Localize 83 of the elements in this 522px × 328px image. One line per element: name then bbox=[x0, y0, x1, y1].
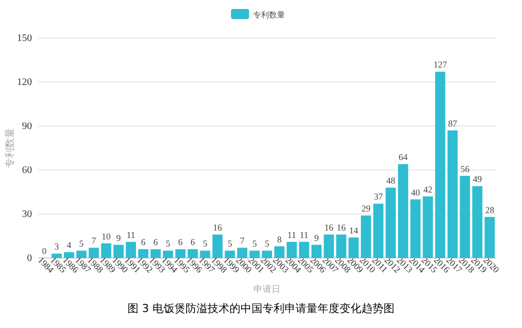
data-label: 29 bbox=[361, 203, 371, 214]
y-tick-label: 60 bbox=[22, 165, 32, 176]
data-label: 127 bbox=[433, 60, 448, 70]
bar bbox=[435, 72, 446, 258]
x-axis-title: 申请日 bbox=[254, 284, 280, 295]
bar bbox=[262, 250, 272, 258]
y-tick-label: 90 bbox=[22, 121, 32, 132]
data-label: 3 bbox=[54, 242, 60, 252]
data-label: 5 bbox=[202, 238, 208, 249]
bar bbox=[250, 250, 260, 258]
bar bbox=[188, 249, 198, 258]
bar bbox=[299, 242, 310, 258]
bar bbox=[162, 250, 174, 258]
bar bbox=[150, 249, 161, 258]
y-tick-label: 0 bbox=[27, 253, 32, 264]
bar bbox=[460, 176, 470, 258]
data-label: 4 bbox=[66, 240, 72, 250]
bar bbox=[324, 234, 334, 258]
bar bbox=[237, 248, 248, 258]
bar bbox=[484, 216, 495, 258]
data-label: 9 bbox=[116, 232, 122, 243]
data-label: 37 bbox=[374, 192, 384, 202]
bar bbox=[286, 242, 297, 258]
data-label: 42 bbox=[423, 184, 432, 194]
bar bbox=[212, 234, 223, 258]
bar bbox=[126, 242, 136, 258]
bar bbox=[360, 215, 372, 258]
y-tick-label: 150 bbox=[17, 33, 32, 44]
data-label: 48 bbox=[386, 176, 396, 186]
data-label: 56 bbox=[460, 164, 470, 174]
legend-label: 专利数量 bbox=[253, 10, 285, 20]
data-label: 28 bbox=[485, 204, 495, 215]
bar bbox=[64, 252, 74, 258]
data-label: 11 bbox=[300, 230, 308, 240]
data-label: 5 bbox=[252, 238, 258, 249]
bar bbox=[422, 196, 433, 258]
data-label: 7 bbox=[92, 236, 97, 246]
data-label: 8 bbox=[277, 234, 282, 244]
data-label: 16 bbox=[324, 222, 334, 233]
bar bbox=[448, 130, 458, 258]
bar bbox=[113, 244, 124, 258]
bar bbox=[348, 237, 359, 258]
y-axis-title: 专利数量 bbox=[4, 128, 16, 168]
data-label: 16 bbox=[336, 222, 346, 233]
bar bbox=[398, 164, 408, 258]
data-label: 7 bbox=[240, 236, 246, 246]
data-label: 11 bbox=[126, 230, 136, 240]
bar bbox=[88, 248, 99, 258]
bar bbox=[274, 246, 284, 258]
bar bbox=[101, 243, 112, 258]
data-label: 6 bbox=[153, 237, 158, 248]
bar bbox=[200, 250, 210, 258]
data-label: 0 bbox=[42, 246, 48, 256]
y-tick-label: 30 bbox=[22, 209, 32, 220]
bar bbox=[224, 250, 235, 258]
data-label: 40 bbox=[410, 187, 420, 198]
bar bbox=[52, 254, 62, 258]
y-tick-label: 120 bbox=[17, 77, 32, 88]
data-label: 6 bbox=[141, 237, 146, 248]
data-label: 5 bbox=[79, 238, 84, 249]
data-label: 6 bbox=[190, 237, 196, 248]
data-label: 6 bbox=[178, 237, 184, 248]
data-label: 5 bbox=[264, 238, 270, 249]
bar bbox=[311, 244, 322, 258]
data-label: 9 bbox=[314, 232, 320, 243]
bar bbox=[410, 199, 421, 258]
bar bbox=[76, 250, 86, 258]
data-label: 16 bbox=[213, 222, 223, 233]
caption: 图 3 电饭煲防溢技术的中国专利申请量年度变化趋势图 bbox=[128, 302, 394, 315]
data-label: 11 bbox=[287, 230, 296, 240]
data-label: 14 bbox=[349, 225, 359, 236]
data-label: 87 bbox=[448, 118, 458, 128]
bar bbox=[472, 186, 482, 258]
data-label: 49 bbox=[472, 174, 482, 184]
data-label: 10 bbox=[102, 231, 112, 242]
data-label: 64 bbox=[398, 152, 408, 162]
bar bbox=[336, 234, 346, 258]
data-label: 5 bbox=[228, 238, 233, 249]
bar bbox=[386, 188, 396, 258]
bar bbox=[373, 204, 384, 258]
bar bbox=[175, 249, 186, 258]
data-label: 5 bbox=[166, 238, 171, 249]
bar bbox=[138, 249, 148, 258]
